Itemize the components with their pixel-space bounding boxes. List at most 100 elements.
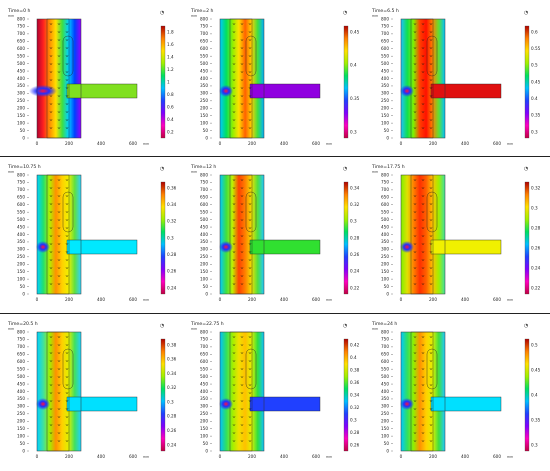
flow-arrow bbox=[57, 282, 61, 286]
flow-arrow bbox=[421, 70, 425, 74]
y-tick-label: 200 bbox=[381, 419, 389, 424]
flow-arrow bbox=[240, 234, 244, 238]
y-tick-label: 450 bbox=[200, 224, 208, 229]
flow-arrow bbox=[232, 383, 236, 387]
flow-arrow bbox=[232, 242, 236, 246]
colorbar bbox=[343, 25, 349, 139]
flow-arrow bbox=[240, 178, 244, 182]
flow-arrow bbox=[232, 102, 236, 106]
flow-arrow bbox=[49, 375, 53, 379]
y-tick-label: 750 bbox=[17, 337, 25, 342]
y-tick-label: 600 bbox=[381, 359, 389, 364]
flow-arrow bbox=[429, 359, 433, 363]
y-tick-label: 150 bbox=[200, 426, 208, 431]
y-tick-label: 200 bbox=[17, 262, 25, 267]
flow-arrow bbox=[248, 266, 252, 270]
flow-arrow bbox=[65, 30, 69, 34]
flow-arrow bbox=[429, 343, 433, 347]
y-axis-unit: mm bbox=[8, 170, 14, 174]
flow-arrow bbox=[240, 46, 244, 50]
flow-arrow bbox=[248, 210, 252, 214]
y-tick-label: 400 bbox=[381, 389, 389, 394]
flow-arrow bbox=[421, 439, 425, 443]
colorbar-tick-label: 0.45 bbox=[531, 367, 541, 372]
y-tick-label: 150 bbox=[381, 113, 389, 118]
colorbar-tick-label: 0.22 bbox=[350, 285, 360, 290]
y-tick-label: 50 bbox=[203, 128, 209, 133]
y-tick-label: 800 bbox=[381, 172, 389, 177]
contour-plot: Time=22.75 hmm80075070065060055050045040… bbox=[190, 321, 360, 459]
y-tick-label: 200 bbox=[200, 106, 208, 111]
colorbar-tick-label: 0.3 bbox=[350, 417, 357, 422]
flow-arrow bbox=[421, 218, 425, 222]
flow-arrow bbox=[65, 234, 69, 238]
flow-arrow bbox=[57, 274, 61, 278]
flow-arrow bbox=[413, 335, 417, 339]
flow-arrow bbox=[49, 439, 53, 443]
flow-arrow bbox=[232, 258, 236, 262]
y-axis-unit: mm bbox=[372, 14, 378, 18]
y-tick-label: 200 bbox=[381, 106, 389, 111]
y-tick-label: 250 bbox=[200, 254, 208, 259]
y-tick-label: 550 bbox=[200, 53, 208, 58]
flow-arrow bbox=[49, 226, 53, 230]
flow-arrow bbox=[57, 367, 61, 371]
y-tick-label: 100 bbox=[381, 120, 389, 125]
y-tick-label: 800 bbox=[17, 172, 25, 177]
y-tick-label: 400 bbox=[17, 389, 25, 394]
flow-arrow bbox=[57, 335, 61, 339]
flow-arrow bbox=[49, 54, 53, 58]
branch-channel bbox=[430, 396, 502, 412]
panel-title: Time=24 h bbox=[371, 321, 397, 327]
flow-arrow bbox=[248, 126, 252, 130]
flow-arrow bbox=[240, 126, 244, 130]
colorbar-tick-label: 0.38 bbox=[167, 342, 177, 347]
y-tick-label: 300 bbox=[381, 404, 389, 409]
loop-outline bbox=[245, 191, 257, 233]
y-tick-label: 150 bbox=[17, 113, 25, 118]
flow-arrow bbox=[240, 383, 244, 387]
colorbar-tick-label: 0.28 bbox=[167, 414, 177, 419]
domain-border bbox=[36, 174, 82, 295]
flow-arrow bbox=[413, 78, 417, 82]
flow-arrow bbox=[248, 335, 252, 339]
x-tick-label: 0 bbox=[36, 141, 39, 146]
flow-arrow bbox=[421, 234, 425, 238]
domain-border bbox=[219, 18, 265, 139]
contour-panel: Time=20.5 h mm 800 750 700 650 600 550 500 450 400… bbox=[6, 319, 182, 464]
flow-arrow bbox=[49, 46, 53, 50]
x-tick-label: 0 bbox=[36, 297, 39, 302]
flow-arrow bbox=[57, 258, 61, 262]
flow-arrow bbox=[421, 407, 425, 411]
flow-arrow bbox=[429, 282, 433, 286]
flow-arrow bbox=[57, 194, 61, 198]
y-tick-label: 250 bbox=[200, 98, 208, 103]
flow-arrow bbox=[421, 110, 425, 114]
flow-arrow bbox=[232, 86, 236, 90]
flow-arrow bbox=[240, 351, 244, 355]
concentration-field bbox=[37, 175, 81, 294]
flow-arrow bbox=[65, 282, 69, 286]
colorbar bbox=[524, 25, 530, 139]
flow-arrow bbox=[65, 86, 69, 90]
contour-plot: Time=6.5 hmm8007507006506005505004504003… bbox=[371, 8, 541, 146]
flow-arrow bbox=[413, 250, 417, 254]
flow-arrow bbox=[413, 38, 417, 42]
flow-arrow bbox=[413, 70, 417, 74]
flow-arrow bbox=[57, 86, 61, 90]
flow-arrow bbox=[232, 359, 236, 363]
flow-arrow bbox=[429, 335, 433, 339]
domain-border bbox=[36, 18, 82, 139]
flow-arrow bbox=[429, 70, 433, 74]
flow-arrow bbox=[429, 30, 433, 34]
flow-arrow bbox=[232, 274, 236, 278]
flow-arrow bbox=[248, 102, 252, 106]
flow-arrow bbox=[429, 415, 433, 419]
colorbar-tick-label: 0.34 bbox=[167, 202, 177, 207]
y-tick-label: 750 bbox=[381, 337, 389, 342]
contour-panel: Time=2 h mm 800 750 700 650 600 550 500 450 400 350… bbox=[189, 6, 365, 151]
flow-arrow bbox=[413, 367, 417, 371]
flow-arrow bbox=[429, 391, 433, 395]
flow-arrow bbox=[421, 266, 425, 270]
flow-arrow bbox=[232, 335, 236, 339]
